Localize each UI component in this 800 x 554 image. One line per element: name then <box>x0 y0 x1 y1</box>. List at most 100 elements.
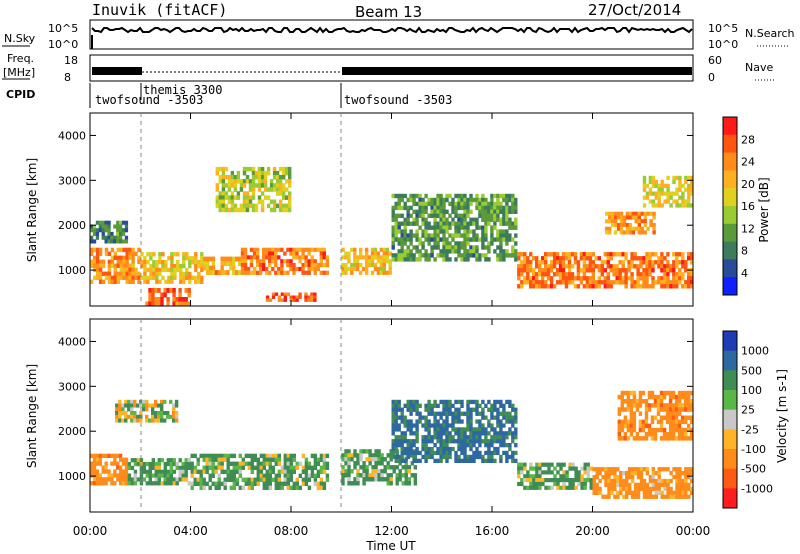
heatmap-cell-vel-0 <box>110 473 114 478</box>
heatmap-cell-power-3 <box>226 261 230 266</box>
heatmap-cell-vel-7 <box>630 490 635 495</box>
heatmap-cell-vel-3 <box>250 485 254 490</box>
heatmap-cell-power-10 <box>684 187 688 192</box>
heatmap-cell-power-9 <box>628 230 633 235</box>
heatmap-cell-vel-8 <box>620 423 624 429</box>
heatmap-cell-vel-5 <box>415 399 419 405</box>
heatmap-cell-vel-5 <box>454 427 458 432</box>
heatmap-cell-vel-1 <box>178 477 182 482</box>
heatmap-cell-power-12 <box>285 195 289 200</box>
heatmap-cell-power-8 <box>690 252 694 257</box>
heatmap-cell-vel-5 <box>466 399 470 405</box>
heatmap-cell-power-7 <box>424 233 428 238</box>
heatmap-cell-power-7 <box>499 253 503 258</box>
heatmap-cell-vel-7 <box>595 475 599 480</box>
heatmap-cell-power-0 <box>116 247 120 253</box>
heatmap-cell-power-8 <box>645 284 649 289</box>
heatmap-cell-power-7 <box>433 197 437 203</box>
heatmap-cell-vel-3 <box>211 453 215 459</box>
heatmap-cell-power-11 <box>107 224 111 229</box>
heatmap-cell-vel-8 <box>674 411 679 416</box>
heatmap-cell-vel-3 <box>202 457 206 462</box>
heatmap-cell-vel-7 <box>607 467 611 472</box>
heatmap-cell-vel-5 <box>436 423 440 428</box>
heatmap-cell-power-4 <box>283 270 287 275</box>
heatmap-cell-vel-3 <box>274 481 278 486</box>
heatmap-cell-power-7 <box>409 233 413 238</box>
heatmap-cell-power-1 <box>197 279 201 284</box>
heatmap-cell-vel-6 <box>553 478 557 483</box>
heatmap-cell-power-8 <box>538 264 542 269</box>
heatmap-cell-vel-5 <box>412 443 416 448</box>
heatmap-cell-power-8 <box>672 272 676 277</box>
heatmap-cell-power-11 <box>116 235 120 240</box>
heatmap-cell-vel-8 <box>641 427 646 433</box>
heatmap-cell-vel-8 <box>653 399 658 404</box>
heatmap-cell-vel-8 <box>626 436 631 441</box>
heatmap-cell-power-12 <box>248 183 253 188</box>
heatmap-cell-power-7 <box>451 221 455 226</box>
heatmap-cell-vel-0 <box>116 453 120 458</box>
heatmap-cell-power-7 <box>502 233 506 238</box>
heatmap-cell-vel-8 <box>632 436 637 441</box>
heatmap-cell-vel-7 <box>675 471 679 476</box>
heatmap-cell-vel-5 <box>394 458 398 463</box>
heatmap-cell-vel-3 <box>325 453 330 459</box>
heatmap-cell-vel-5 <box>433 435 437 440</box>
heatmap-cell-vel-3 <box>229 477 233 482</box>
heatmap-cell-vel-8 <box>635 399 640 404</box>
heatmap-cell-vel-5 <box>391 431 395 436</box>
heatmap-cell-power-8 <box>526 260 530 265</box>
heatmap-cell-power-8 <box>582 284 587 289</box>
heatmap-cell-power-0 <box>95 271 100 276</box>
heatmap-cell-vel-5 <box>496 423 500 428</box>
heatmap-cell-vel-6 <box>520 466 524 471</box>
heatmap-cell-vel-8 <box>638 403 643 408</box>
heatmap-cell-vel-5 <box>424 419 428 424</box>
heatmap-cell-power-12 <box>239 183 244 188</box>
heatmap-cell-vel-6 <box>556 462 560 467</box>
heatmap-cell-power-7 <box>514 249 518 254</box>
heatmap-cell-power-0 <box>98 275 103 280</box>
heatmap-cell-power-10 <box>687 187 691 192</box>
heatmap-cell-vel-3 <box>277 469 281 474</box>
heatmap-cell-vel-3 <box>304 481 309 486</box>
heatmap-cell-vel-5 <box>427 403 431 408</box>
heatmap-cell-power-1 <box>182 252 186 257</box>
heatmap-cell-power-7 <box>466 241 470 246</box>
heatmap-cell-power-4 <box>319 259 323 264</box>
heatmap-cell-power-12 <box>221 175 226 180</box>
heatmap-cell-vel-0 <box>121 461 126 466</box>
heatmap-cell-vel-5 <box>463 454 467 460</box>
heatmap-cell-power-7 <box>406 253 410 258</box>
heatmap-cell-vel-2 <box>136 418 140 423</box>
heatmap-cell-power-8 <box>648 268 652 273</box>
heatmap-cell-power-11 <box>116 228 120 233</box>
heatmap-cell-vel-5 <box>445 443 449 448</box>
heatmap-cell-power-1 <box>188 256 192 261</box>
heatmap-cell-power-8 <box>597 268 601 273</box>
heatmap-cell-vel-3 <box>211 481 215 486</box>
heatmap-cell-power-8 <box>666 268 670 273</box>
heatmap-cell-power-4 <box>322 263 326 268</box>
heatmap-cell-power-8 <box>591 268 595 273</box>
heatmap-cell-vel-5 <box>457 431 461 436</box>
heatmap-cell-vel-5 <box>499 419 503 424</box>
heatmap-cell-vel-6 <box>556 481 560 487</box>
heatmap-cell-power-3 <box>220 270 224 275</box>
heatmap-cell-power-2 <box>166 297 170 302</box>
heatmap-cell-vel-8 <box>668 411 673 416</box>
heatmap-cell-vel-5 <box>460 431 464 436</box>
heatmap-cell-vel-4 <box>401 465 405 470</box>
heatmap-cell-power-3 <box>229 265 233 271</box>
heatmap-cell-power-12 <box>236 191 241 196</box>
heatmap-cell-power-12 <box>239 203 244 209</box>
heatmap-cell-power-1 <box>185 271 189 277</box>
heatmap-cell-power-1 <box>182 279 186 284</box>
heatmap-cell-power-7 <box>478 201 482 207</box>
heatmap-cell-vel-5 <box>433 423 437 428</box>
heatmap-cell-power-8 <box>642 276 646 281</box>
heatmap-cell-power-10 <box>642 203 647 208</box>
heatmap-cell-vel-5 <box>457 446 461 452</box>
heatmap-cell-power-8 <box>597 256 601 261</box>
